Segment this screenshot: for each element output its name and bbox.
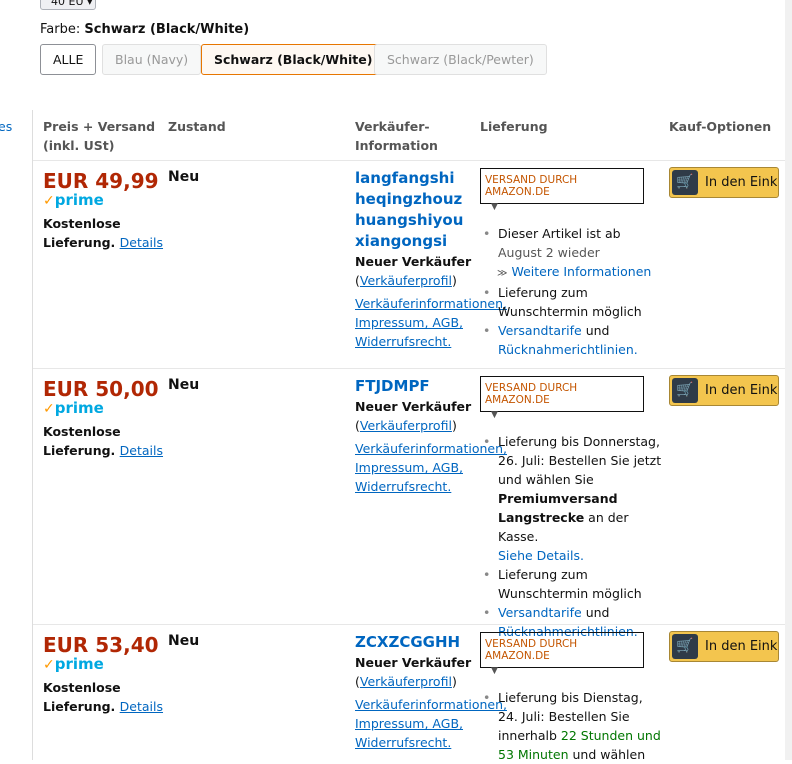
add-to-cart-button[interactable]: 🛒In den Einkaufswagen bbox=[669, 631, 779, 662]
color-option-schwarz-white[interactable]: Schwarz (Black/White) bbox=[201, 44, 386, 75]
seller-info: langfangshiheqingzhouzhuangshiyouxiangon… bbox=[355, 169, 507, 349]
header-price: Preis + Versand (inkl. USt) bbox=[43, 119, 156, 153]
shipping-info: Kostenlose Lieferung. Details bbox=[43, 680, 164, 714]
color-option-schwarz-pewter[interactable]: Schwarz (Black/Pewter) bbox=[374, 44, 547, 75]
shipping-dropdown[interactable]: VERSAND DURCH AMAZON.DE ▼ bbox=[480, 168, 644, 212]
seller-profile-link[interactable]: Verkäuferprofil bbox=[359, 418, 452, 433]
offer-price: EUR 50,00 bbox=[43, 377, 159, 401]
header-delivery: Lieferung bbox=[480, 119, 548, 134]
seller-info-link[interactable]: Verkäuferinformationen, bbox=[355, 697, 507, 712]
withdrawal-link[interactable]: Widerrufsrecht. bbox=[355, 334, 452, 349]
details-link[interactable]: Details bbox=[119, 235, 164, 250]
withdrawal-link[interactable]: Widerrufsrecht. bbox=[355, 479, 452, 494]
seller-name-link[interactable]: langfangshiheqingzhouzhuangshiyouxiangon… bbox=[355, 169, 464, 250]
seller-name-link[interactable]: ZCXZCGGHH bbox=[355, 633, 461, 651]
more-info-link[interactable]: Weitere Informationen bbox=[511, 264, 652, 279]
color-label: Farbe: Schwarz (Black/White) bbox=[40, 22, 250, 37]
scrollbar[interactable] bbox=[785, 0, 792, 760]
prime-logo: ✓prime bbox=[43, 399, 104, 417]
caret-down-icon: ▼ bbox=[491, 202, 498, 212]
seller-info: FTJDMPF Neuer Verkäufer (Verkäuferprofil… bbox=[355, 377, 507, 494]
row-divider bbox=[33, 160, 785, 161]
prime-logo: ✓prime bbox=[43, 191, 104, 209]
delivery-list: Lieferung bis Donnerstag,26. Juli: Beste… bbox=[482, 432, 662, 641]
row-divider bbox=[33, 368, 785, 369]
condition: Neu bbox=[168, 377, 200, 393]
imprint-link[interactable]: Impressum, AGB, bbox=[355, 315, 463, 330]
imprint-link[interactable]: Impressum, AGB, bbox=[355, 460, 463, 475]
details-link[interactable]: Details bbox=[119, 699, 164, 714]
shipping-dropdown[interactable]: VERSAND DURCH AMAZON.DE ▼ bbox=[480, 376, 644, 420]
shipping-info: Kostenlose Lieferung. Details bbox=[43, 216, 164, 250]
returns-link[interactable]: Rücknahmerichtlinien. bbox=[498, 624, 638, 639]
offer-price: EUR 49,99 bbox=[43, 169, 159, 193]
condition: Neu bbox=[168, 169, 200, 185]
shipping-dropdown[interactable]: VERSAND DURCH AMAZON.DE ▼ bbox=[480, 632, 644, 676]
offer-price: EUR 53,40 bbox=[43, 633, 159, 657]
seller-profile-link[interactable]: Verkäuferprofil bbox=[359, 273, 452, 288]
imprint-link[interactable]: Impressum, AGB, bbox=[355, 716, 463, 731]
row-divider bbox=[33, 624, 785, 625]
details-link[interactable]: Details bbox=[119, 443, 164, 458]
size-select[interactable]: 40 EU ▾ bbox=[40, 0, 96, 10]
cart-icon: 🛒 bbox=[672, 170, 698, 195]
delivery-list: Lieferung bis Dienstag,24. Juli: Bestell… bbox=[482, 688, 662, 764]
header-seller: Verkäufer- Information bbox=[355, 119, 438, 153]
header-buy: Kauf-Optionen bbox=[669, 119, 772, 134]
seller-info-link[interactable]: Verkäuferinformationen, bbox=[355, 296, 507, 311]
seller-profile-link[interactable]: Verkäuferprofil bbox=[359, 674, 452, 689]
color-option-alle[interactable]: ALLE bbox=[40, 44, 97, 75]
withdrawal-link[interactable]: Widerrufsrecht. bbox=[355, 735, 452, 750]
returns-link[interactable]: Rücknahmerichtlinien. bbox=[498, 342, 638, 357]
shipping-rates-link[interactable]: Versandtarife bbox=[498, 605, 582, 620]
cart-icon: 🛒 bbox=[672, 378, 698, 403]
divider bbox=[32, 110, 33, 760]
caret-down-icon: ▼ bbox=[491, 666, 498, 676]
shipping-info: Kostenlose Lieferung. Details bbox=[43, 424, 164, 458]
cart-icon: 🛒 bbox=[672, 634, 698, 659]
seller-info: ZCXZCGGHH Neuer Verkäufer (Verkäuferprof… bbox=[355, 633, 507, 750]
left-link[interactable]: es bbox=[0, 119, 13, 134]
caret-down-icon: ▼ bbox=[491, 410, 498, 420]
condition: Neu bbox=[168, 633, 200, 649]
header-condition: Zustand bbox=[168, 119, 226, 134]
seller-name-link[interactable]: FTJDMPF bbox=[355, 377, 430, 395]
add-to-cart-button[interactable]: 🛒In den Einkaufswagen bbox=[669, 375, 779, 406]
prime-logo: ✓prime bbox=[43, 655, 104, 673]
chevron-down-icon: ≫ bbox=[497, 268, 508, 279]
add-to-cart-button[interactable]: 🛒In den Einkaufswagen bbox=[669, 167, 779, 198]
shipping-rates-link[interactable]: Versandtarife bbox=[498, 323, 582, 338]
see-details-link[interactable]: Siehe Details. bbox=[498, 548, 584, 563]
color-option-blau[interactable]: Blau (Navy) bbox=[102, 44, 202, 75]
seller-info-link[interactable]: Verkäuferinformationen, bbox=[355, 441, 507, 456]
